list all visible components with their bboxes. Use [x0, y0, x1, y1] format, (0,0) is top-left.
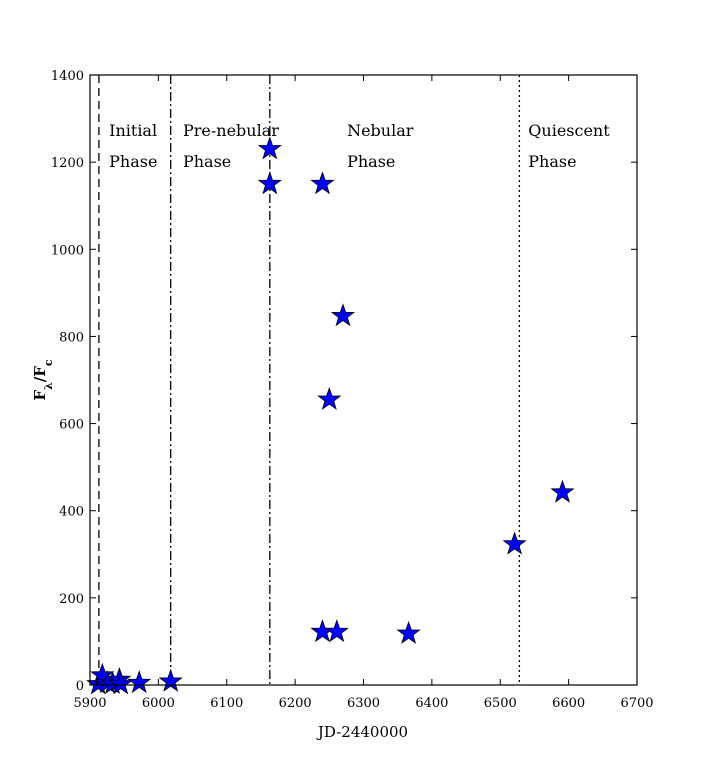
phase-label-line1: Nebular [347, 121, 414, 140]
x-tick-label: 6700 [620, 696, 653, 711]
phase-lines [98, 75, 521, 685]
star-marker [310, 171, 335, 195]
star-marker [317, 386, 342, 410]
data-markers [86, 136, 575, 695]
x-tick-label: 6500 [484, 696, 517, 711]
phase-label-line2: Phase [183, 152, 231, 171]
x-tick-label: 6600 [552, 696, 585, 711]
y-tick-label: 1200 [51, 156, 84, 171]
star-marker [330, 303, 356, 327]
plot-frame [89, 74, 638, 686]
y-axis-label: Fλ/Fc [31, 359, 55, 401]
phase-label-line1: Pre-nebular [183, 121, 279, 140]
x-tick-label: 6400 [415, 696, 448, 711]
x-axis-ticks: 5900 6000 6100 6200 6300 6400 6500 6600 6700 [73, 75, 654, 711]
x-tick-label: 6300 [347, 696, 380, 711]
phase-label-line1: Quiescent [528, 121, 610, 140]
phase-label-line2: Phase [109, 152, 157, 171]
star-marker [158, 668, 183, 692]
x-axis-label: JD-2440000 [316, 723, 408, 741]
x-tick-label: 6100 [210, 696, 243, 711]
x-tick-label: 6200 [279, 696, 312, 711]
star-marker [257, 136, 282, 160]
y-tick-label: 1400 [51, 69, 84, 84]
star-marker [396, 620, 421, 644]
y-axis-ticks: 0 200 400 600 800 1000 1200 1400 [51, 69, 637, 694]
star-marker [257, 171, 282, 195]
star-marker [127, 670, 152, 694]
phase-label-line2: Phase [528, 152, 576, 171]
y-tick-label: 1000 [51, 243, 84, 258]
y-tick-label: 200 [59, 592, 84, 607]
plot-area [90, 75, 637, 685]
x-tick-label: 5900 [73, 696, 106, 711]
phase-label-line2: Phase [347, 152, 395, 171]
star-marker [502, 531, 527, 555]
star-marker [550, 479, 575, 503]
star-marker [108, 671, 133, 695]
y-tick-label: 0 [76, 679, 84, 694]
y-tick-label: 800 [59, 330, 84, 345]
star-marker [324, 619, 349, 643]
y-tick-label: 400 [59, 505, 84, 520]
phase-annotations: Initial Phase Pre-nebular Phase Nebular Phase… [109, 121, 610, 171]
y-tick-label: 600 [59, 418, 84, 433]
phase-label-line1: Initial [109, 121, 157, 140]
x-tick-label: 6000 [142, 696, 175, 711]
